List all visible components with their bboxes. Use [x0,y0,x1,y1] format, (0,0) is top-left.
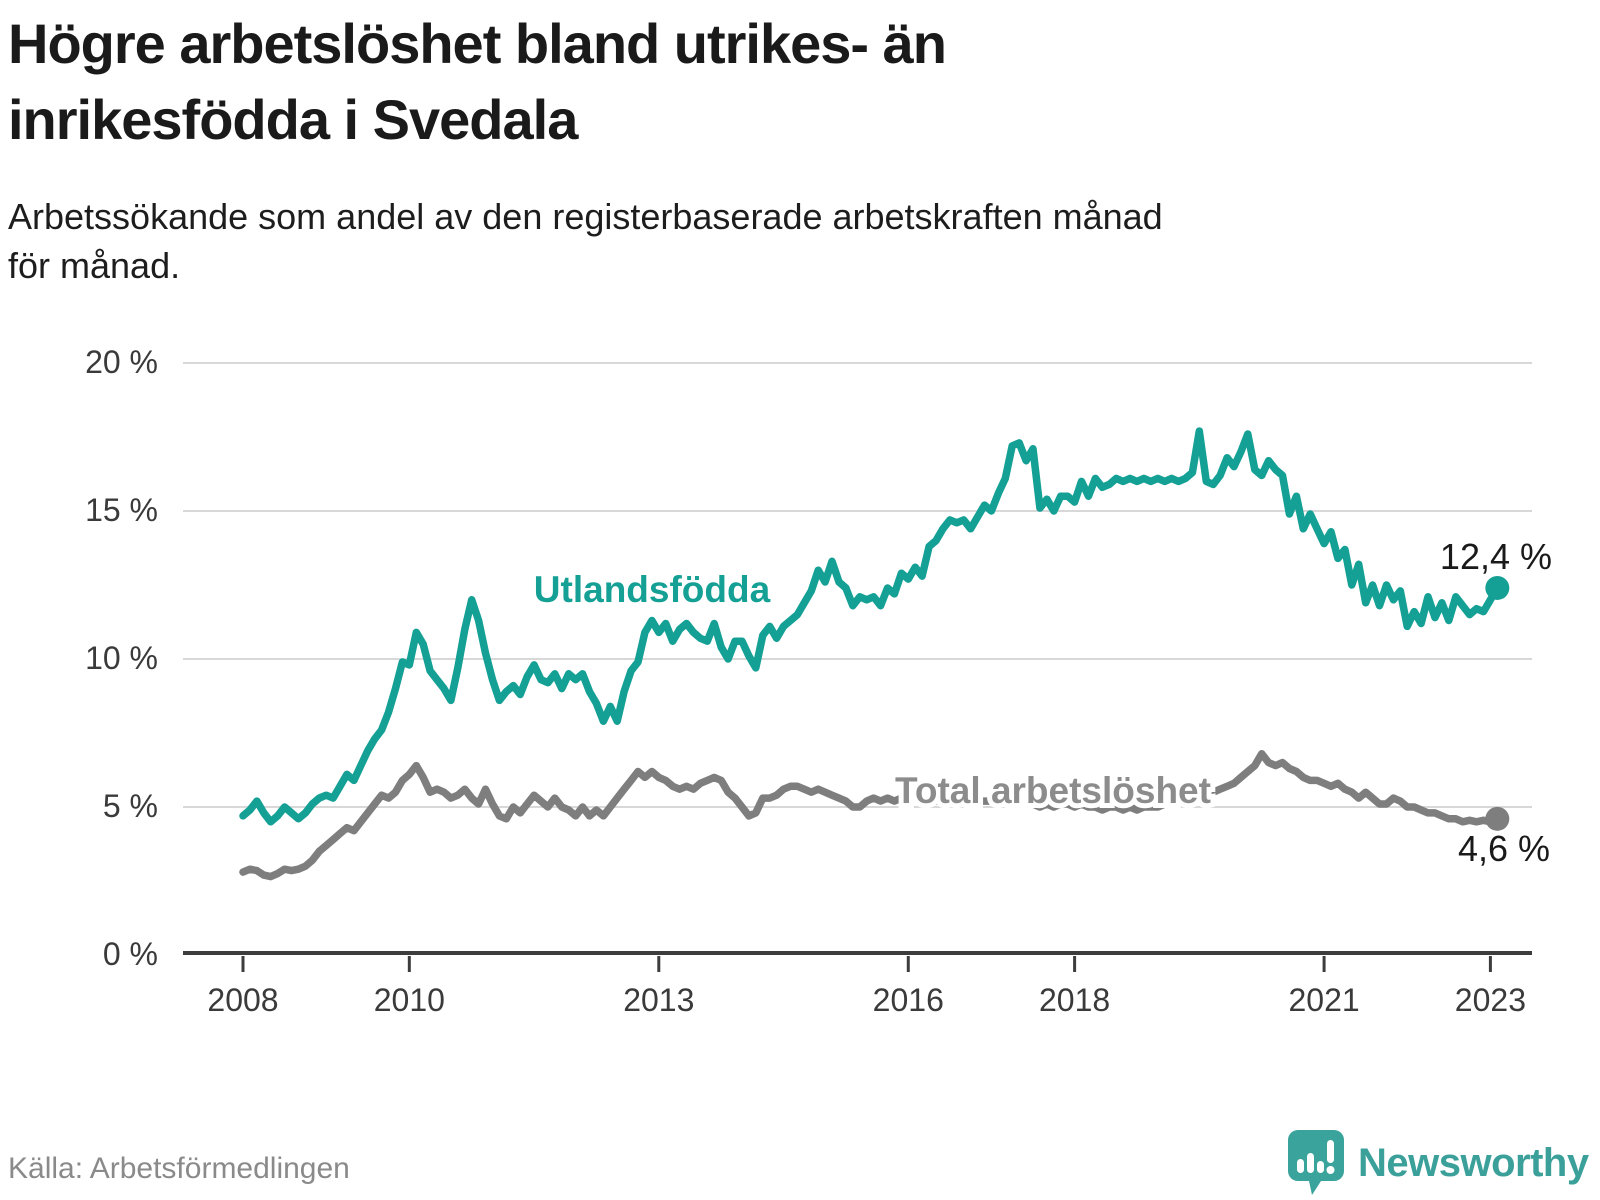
x-tick-label: 2013 [623,982,695,1018]
latest-value-label-foreign: 12,4 % [1439,536,1552,577]
y-tick-label: 5 % [102,788,158,824]
series-lines [239,427,1510,881]
x-tick-label: 2016 [872,982,944,1018]
source-note: Källa: Arbetsförmedlingen [8,1152,350,1185]
chart-title: Högre arbetslöshet bland utrikes- än inr… [8,6,947,158]
series-end-dot [1485,806,1510,831]
y-tick-label: 15 % [85,492,158,528]
newsworthy-logo: Newsworthy [1288,1130,1589,1196]
series-line-foreign-born [239,427,1502,826]
chart-title-line1: Högre arbetslöshet bland utrikes- än [8,12,947,75]
series-label-foreign-born: Utlandsfödda [534,569,771,610]
y-tick-label: 20 % [85,344,158,380]
series-line-total [239,749,1502,881]
chart-subtitle-line1: Arbetssökande som andel av den registerb… [8,196,1163,237]
newsworthy-speech-bubble-bars-icon [1288,1130,1344,1195]
series-end-dot [1485,575,1510,600]
series-labels: Utlandsfödda Total arbetslöshet [529,564,1216,816]
x-tick-label: 2008 [207,982,279,1018]
chart-subtitle-line2: för månad. [8,245,181,286]
chart-title-line2: inrikesfödda i Svedala [8,88,578,151]
y-tick-label: 0 % [102,936,158,972]
latest-value-label-total: 4,6 % [1457,828,1550,869]
gridlines [183,362,1532,808]
x-tick-label: 2018 [1039,982,1111,1018]
x-axis [183,951,1532,972]
series-label-total: Total arbetslöshet [895,770,1211,811]
x-tick-label: 2021 [1288,982,1360,1018]
newsworthy-logo-text: Newsworthy [1358,1140,1589,1185]
y-tick-label: 10 % [85,640,158,676]
x-tick-label: 2010 [373,982,445,1018]
chart-subtitle: Arbetssökande som andel av den registerb… [8,192,1163,290]
x-tick-label: 2023 [1454,982,1526,1018]
